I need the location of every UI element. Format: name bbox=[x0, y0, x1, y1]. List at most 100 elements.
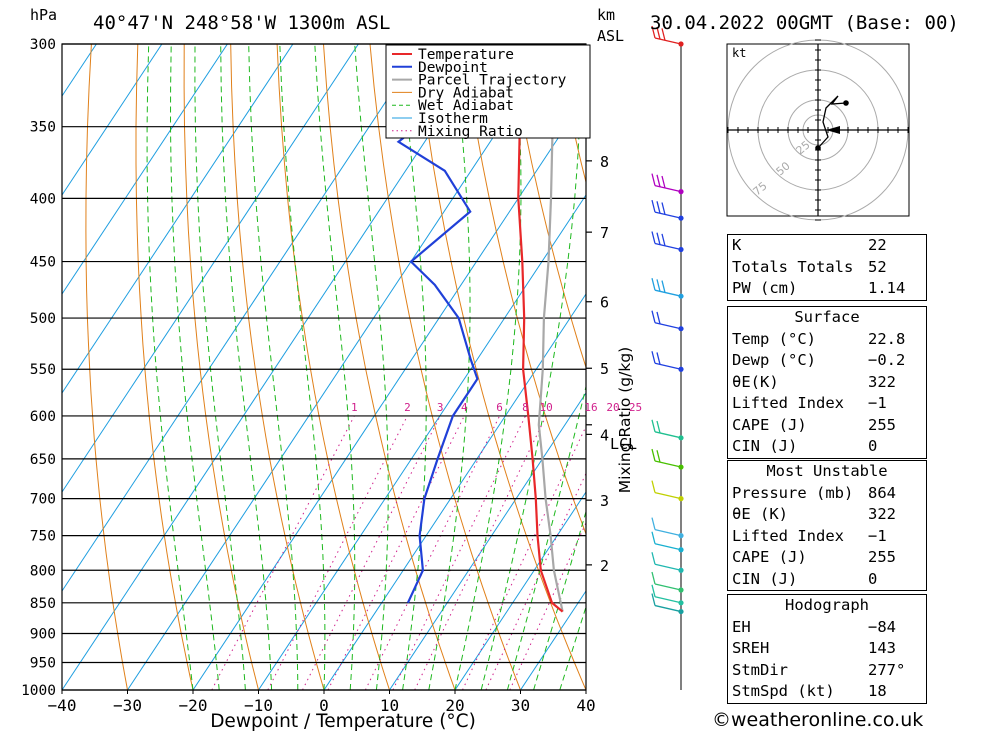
wind-barb-flag bbox=[656, 201, 661, 214]
table-row: θE(K) 322 bbox=[728, 372, 926, 394]
dry-adiabat-line bbox=[508, 44, 586, 369]
mixing-ratio-tick-label: 20 bbox=[606, 401, 619, 414]
row-value: 277° bbox=[868, 660, 906, 679]
table-row: StmDir 277° bbox=[728, 660, 926, 682]
parcel-trajectory-line bbox=[537, 44, 564, 612]
wet-adiabat-line bbox=[194, 44, 246, 690]
storm-motion-marker bbox=[826, 126, 840, 134]
isotherm-line bbox=[454, 491, 586, 690]
km-tick-label: 7 bbox=[600, 224, 609, 242]
hodograph-surface-point bbox=[815, 145, 821, 151]
wind-barb-flag bbox=[656, 232, 661, 245]
pressure-tick-label: 1000 bbox=[21, 683, 56, 699]
mixing-ratio-tick-label: 1 bbox=[351, 401, 358, 414]
wind-level-marker bbox=[678, 608, 684, 615]
wind-barb-flag bbox=[651, 419, 656, 432]
dewpoint-line bbox=[396, 44, 482, 604]
wind-barb-flag bbox=[651, 231, 656, 244]
wet-adiabat-line bbox=[279, 44, 326, 690]
mixing-ratio-tick-label: 8 bbox=[522, 401, 529, 414]
temperature-tick-label: −10 bbox=[244, 696, 273, 715]
temperature-tick-label: 0 bbox=[319, 696, 329, 715]
wind-barb-flag bbox=[661, 28, 666, 41]
row-label: StmDir bbox=[732, 660, 788, 679]
wind-barb bbox=[654, 37, 682, 45]
wind-barb bbox=[654, 362, 682, 370]
pressure-tick-label: 450 bbox=[30, 255, 56, 271]
dry-adiabat-line bbox=[183, 44, 259, 690]
table-row: Dewp (°C) −0.2 bbox=[728, 350, 926, 372]
wind-barb-flag bbox=[656, 174, 661, 187]
km-tick-label: 8 bbox=[600, 153, 609, 171]
wind-barb bbox=[654, 491, 682, 500]
legend-entry: Parcel Trajectory bbox=[418, 73, 567, 89]
dry-adiabat-line bbox=[415, 44, 586, 690]
pressure-tick-label: 550 bbox=[30, 362, 56, 378]
legend-entry: Wet Adiabat bbox=[418, 98, 514, 114]
mixing-ratio-axis-title: Mixing Ratio (g/kg) bbox=[616, 347, 634, 493]
row-value: −84 bbox=[868, 617, 896, 636]
row-value: 322 bbox=[868, 372, 896, 391]
row-label: CIN (J) bbox=[732, 569, 798, 588]
wind-barb-flag bbox=[656, 311, 661, 325]
wind-barb-flag bbox=[656, 27, 661, 40]
row-value: 322 bbox=[868, 505, 896, 523]
pressure-tick-label: 500 bbox=[30, 311, 56, 327]
table-row: SREH 143 bbox=[728, 638, 926, 660]
wind-barb-flag bbox=[656, 279, 661, 292]
isotherm-line bbox=[127, 44, 556, 690]
hodograph-trace bbox=[817, 95, 847, 149]
mixing-ratio-tick-label: 25 bbox=[629, 401, 642, 414]
temperature-tick-label: −40 bbox=[48, 696, 77, 715]
wind-barb-flag bbox=[651, 593, 656, 606]
isotherm-line bbox=[389, 392, 586, 690]
row-value: 22.8 bbox=[868, 329, 906, 348]
row-label: θE (K) bbox=[732, 505, 788, 523]
location-title: 40°47'N 248°58'W 1300m ASL bbox=[93, 12, 391, 34]
table-row: EH −84 bbox=[728, 617, 926, 639]
km-tick-label: 4 bbox=[600, 426, 609, 444]
mixing-ratio-tick-label: 16 bbox=[584, 401, 597, 414]
wind-barb-flag bbox=[661, 202, 666, 215]
pressure-tick-label: 300 bbox=[30, 37, 56, 53]
isotherm-line bbox=[62, 44, 294, 394]
row-label: CAPE (J) bbox=[732, 415, 807, 434]
pressure-tick-label: 950 bbox=[30, 655, 56, 671]
legend-box bbox=[385, 44, 591, 139]
wind-barb bbox=[654, 242, 682, 251]
wet-adiabat-line bbox=[146, 44, 194, 690]
wind-barb-flag bbox=[651, 517, 656, 530]
legend-entry: Temperature bbox=[418, 47, 514, 63]
surface-table: Surface Temp (°C) 22.8 Dewp (°C) −0.2 θE(K) 32… bbox=[727, 306, 927, 459]
lcl-label: LCL bbox=[610, 435, 637, 453]
wind-barb-flag bbox=[651, 310, 656, 323]
wind-barb-flag bbox=[651, 448, 656, 462]
table-row: PW (cm) 1.14 bbox=[728, 278, 926, 300]
row-value: 52 bbox=[868, 257, 887, 276]
isotherm-line bbox=[192, 95, 586, 690]
isotherm-line bbox=[62, 44, 163, 196]
table-row: Temp (°C) 22.8 bbox=[728, 329, 926, 351]
row-value: −0.2 bbox=[868, 351, 906, 369]
table-row: Lifted Index −1 bbox=[728, 393, 926, 415]
wind-barb-flag bbox=[661, 233, 666, 247]
temperature-tick-label: 10 bbox=[380, 696, 399, 715]
table-title: Most Unstable bbox=[766, 462, 888, 480]
row-label: StmSpd (kt) bbox=[732, 682, 835, 700]
legend-entry: Dry Adiabat bbox=[418, 85, 514, 101]
pressure-tick-label: 600 bbox=[30, 409, 56, 425]
most-unstable-table: Most Unstable Pressure (mb) 864 θE (K) 322 Li… bbox=[727, 460, 927, 591]
wind-barb-flag bbox=[651, 25, 656, 39]
mixing-ratio-line bbox=[302, 415, 441, 690]
mixing-ratio-tick-label: 6 bbox=[496, 401, 503, 414]
row-value: 0 bbox=[868, 569, 878, 588]
hodograph-top-point bbox=[843, 100, 849, 106]
wind-barb bbox=[654, 431, 682, 439]
temperature-tick-label: −30 bbox=[113, 696, 142, 715]
wind-barb bbox=[654, 583, 682, 591]
wind-barb-flag bbox=[651, 278, 656, 291]
km-tick-label: 3 bbox=[600, 492, 609, 510]
table-row: CAPE (J) 255 bbox=[728, 547, 926, 569]
wind-barb-flag bbox=[656, 352, 661, 365]
